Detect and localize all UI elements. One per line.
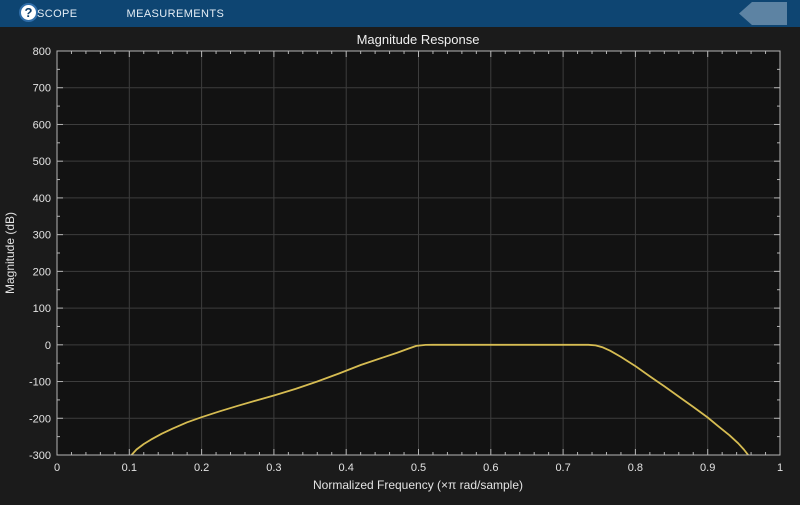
help-button[interactable]: ?	[19, 3, 38, 22]
y-tick-label: -100	[29, 377, 51, 389]
help-arrow-shape	[739, 2, 787, 25]
tab-scope[interactable]: SCOPE	[37, 7, 78, 20]
y-tick-label: 500	[33, 156, 51, 168]
y-tick-label: 200	[33, 266, 51, 278]
x-tick-label: 0	[54, 462, 60, 474]
toolstrip: SCOPE MEASUREMENTS ?	[0, 0, 800, 27]
y-tick-label: 0	[45, 340, 51, 352]
tab-measurements[interactable]: MEASUREMENTS	[126, 7, 225, 20]
x-tick-label: 0.1	[122, 462, 137, 474]
y-tick-label: 600	[33, 119, 51, 131]
x-tick-label: 0.6	[483, 462, 498, 474]
response-curve	[130, 343, 749, 455]
y-tick-label: 300	[33, 230, 51, 242]
y-tick-label: 400	[33, 193, 51, 205]
y-tick-label: 800	[33, 46, 51, 58]
y-tick-label: -200	[29, 413, 51, 425]
figure-area: 0 0.1 0.2 0.3 0.4 0.5 0.6 0.7 0.8 0.9 1 -300 -200 -10…	[0, 27, 800, 500]
x-tick-label: 1	[777, 462, 783, 474]
x-axis-label: Normalized Frequency (×π rad/sample)	[313, 478, 523, 492]
x-tick-label: 0.4	[339, 462, 354, 474]
y-tick-label: 100	[33, 303, 51, 315]
y-tick-label: 700	[33, 83, 51, 95]
x-tick-label: 0.3	[266, 462, 281, 474]
x-tick-label: 0.5	[411, 462, 426, 474]
x-tick-label: 0.7	[555, 462, 570, 474]
x-tick-label: 0.2	[194, 462, 209, 474]
magnitude-plot-canvas[interactable]: 0 0.1 0.2 0.3 0.4 0.5 0.6 0.7 0.8 0.9 1 -300 -200 -10…	[0, 27, 800, 500]
x-tick-label: 0.9	[700, 462, 715, 474]
x-tick-label: 0.8	[628, 462, 643, 474]
plot-title: Magnitude Response	[357, 32, 480, 47]
y-tick-label: -300	[29, 450, 51, 462]
y-axis-label: Magnitude (dB)	[3, 212, 17, 294]
